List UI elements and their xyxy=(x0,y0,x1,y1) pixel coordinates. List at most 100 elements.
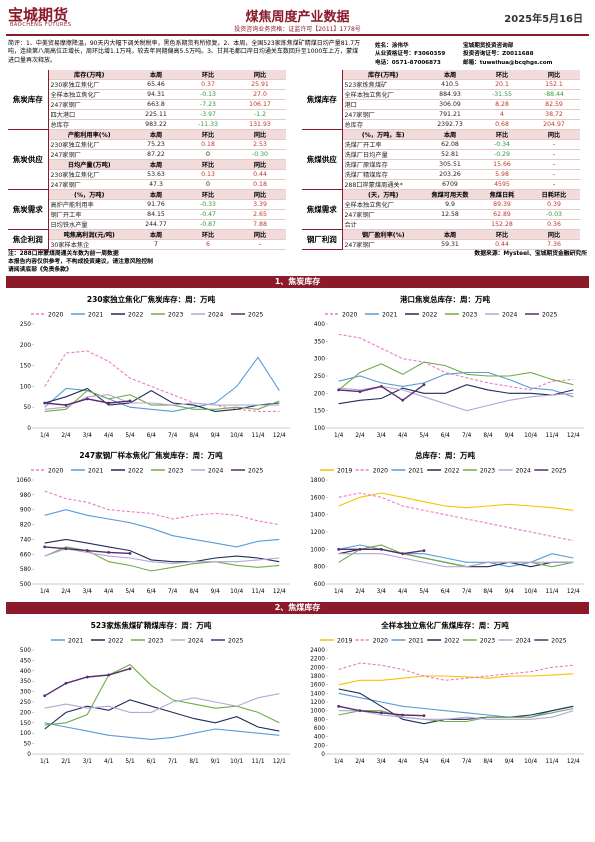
point xyxy=(379,547,383,551)
cell: 983.22 xyxy=(130,119,182,130)
x-tick-label: 12/4 xyxy=(567,589,580,595)
header-cell: 本周 xyxy=(130,229,182,240)
y-tick-label: 1400 xyxy=(310,513,325,519)
cell: 230家独立焦化厂 xyxy=(48,139,130,150)
y-tick-label: 660 xyxy=(20,552,31,558)
cell: 0.68 xyxy=(476,119,528,130)
row: 洗煤厂精煤库存 203.26 5.98- xyxy=(302,169,580,180)
cell: -0.13 xyxy=(182,89,234,100)
header-cell: 焦煤日耗 xyxy=(476,189,528,200)
series-line xyxy=(44,548,280,565)
cell: 全样本独立焦化厂 xyxy=(342,89,424,100)
cell: 247家钢厂 xyxy=(48,149,130,160)
y-tick-label: 150 xyxy=(20,364,31,370)
point xyxy=(422,383,426,387)
cell: 65.46 xyxy=(130,79,182,90)
x-tick-label: 11/4 xyxy=(545,589,558,595)
x-tick-label: 6/4 xyxy=(441,589,451,595)
cell: 84.15 xyxy=(130,209,182,220)
header-rule xyxy=(6,34,589,36)
cell: 204.97 xyxy=(528,119,580,130)
header-row: 焦煤供应 (%，万吨，车) 本周 环比 同比 xyxy=(302,129,580,190)
row: 全样本独立焦化厂 94.31 -0.13 27.0 xyxy=(8,89,286,100)
x-tick-label: 8/4 xyxy=(189,589,199,595)
y-tick-label: 1800 xyxy=(310,478,325,484)
point xyxy=(85,549,89,552)
header-cell: 本周 xyxy=(130,70,182,80)
x-tick-label: 1/4 xyxy=(40,433,50,439)
note: 注：288口岸蒙煤周通关车数为前一周数据 xyxy=(8,251,119,257)
row: 247家钢厂 87.22 0 -0.30 xyxy=(8,149,286,160)
section-label: 钢厂利润 xyxy=(302,229,343,250)
header-row: 焦炭需求 (%，万吨) 本周 环比 同比 xyxy=(8,189,286,230)
series-line xyxy=(338,333,574,391)
cell: 6709 xyxy=(424,179,476,190)
row: 港口 306.09 8.28 82.59 xyxy=(302,99,580,110)
y-tick-label: 200 xyxy=(314,743,325,749)
cell: 94.31 xyxy=(130,89,182,100)
cell: 225.11 xyxy=(130,109,182,120)
point xyxy=(43,545,47,549)
contact-dept: 宝城期货投资咨询部 xyxy=(463,43,514,49)
point xyxy=(128,399,132,403)
header-cell: 日耗环比 xyxy=(528,189,580,200)
point xyxy=(358,709,362,713)
series-line xyxy=(338,707,574,723)
data-table: 焦炭库存 库存(万吨) 本周 环比 同比 230家独立焦化厂 65.46 0.37 25.91 全… xyxy=(8,70,286,250)
cell: 0.36 xyxy=(528,219,580,230)
section-label: 焦炭库存 xyxy=(8,70,49,130)
legend-label: 2023 xyxy=(168,468,183,475)
chart: 港口焦炭总库存：周：万吨 2020 2021 2022 2023 2024 2025 100 1… xyxy=(314,294,584,439)
cell: 59.31 xyxy=(424,239,476,250)
y-tick-label: 400 xyxy=(314,322,325,328)
cell: 日均铁水产量 xyxy=(48,219,130,230)
x-tick-label: 2/4 xyxy=(61,589,71,595)
x-tick-label: 12/4 xyxy=(567,433,580,439)
chart-title: 230家独立焦化厂焦炭库存：周：万吨 xyxy=(87,294,216,304)
chart-title: 港口焦炭总库存：周：万吨 xyxy=(400,294,490,304)
cell: 9.9 xyxy=(424,199,476,210)
y-tick-label: 1200 xyxy=(310,700,325,706)
y-tick-label: 50 xyxy=(24,742,32,748)
x-tick-label: 12/4 xyxy=(273,433,286,439)
row: 230家独立焦化厂 53.63 0.13 0.44 xyxy=(8,169,286,180)
x-tick-label: 2/4 xyxy=(355,433,365,439)
header-cell: 日均产量(万吨) xyxy=(48,159,130,170)
section-bar: 1、焦炭库存 xyxy=(6,276,589,288)
row: 钢厂开工率 84.15 -0.47 2.65 xyxy=(8,209,286,220)
point xyxy=(128,667,132,671)
cell: -0.30 xyxy=(234,149,286,160)
x-tick-label: 1/4 xyxy=(334,433,344,439)
x-tick-label: 10/4 xyxy=(230,589,243,595)
header-cell: 本周 xyxy=(130,129,182,140)
cell: 131.93 xyxy=(234,119,286,130)
x-tick-label: 10/4 xyxy=(524,433,537,439)
cell: 15.66 xyxy=(476,159,528,170)
series-line xyxy=(338,544,574,568)
row: 230家独立焦化厂 75.23 0.18 2.53 xyxy=(8,139,286,150)
y-tick-label: 2200 xyxy=(310,657,325,663)
cell: 230家独立焦化厂 xyxy=(48,169,130,180)
series-line xyxy=(44,389,280,412)
x-tick-label: 9/4 xyxy=(505,433,515,439)
cell: 247家钢厂 xyxy=(342,109,424,120)
legend-label: 2024 xyxy=(516,468,531,475)
point xyxy=(64,403,68,407)
header-cell: 同比 xyxy=(234,189,286,200)
legend-label: 2020 xyxy=(48,312,63,319)
y-tick-label: 500 xyxy=(20,648,31,654)
cell: 0.13 xyxy=(182,169,234,180)
cell: 12.58 xyxy=(424,209,476,220)
row: 高炉产能利用率 91.76 -0.33 3.39 xyxy=(8,199,286,210)
cell: -0.87 xyxy=(182,219,234,230)
row: 230家独立焦化厂 65.46 0.37 25.91 xyxy=(8,79,286,90)
x-tick-label: 6/4 xyxy=(147,589,157,595)
x-tick-label: 5/4 xyxy=(419,589,429,595)
cell: 6 xyxy=(182,239,234,250)
cell: 306.09 xyxy=(424,99,476,110)
summary: 简评：1、中美贸易摩擦降温，90天内大幅下调关税税率，黑色系期货有所修复。2、本… xyxy=(8,40,361,64)
x-tick-label: 2/4 xyxy=(355,759,365,765)
header-cell: 同比 xyxy=(234,129,286,140)
x-tick-label: 10/1 xyxy=(230,759,243,765)
x-tick-label: 8/4 xyxy=(483,589,493,595)
